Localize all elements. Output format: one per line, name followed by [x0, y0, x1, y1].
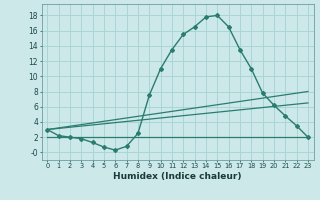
X-axis label: Humidex (Indice chaleur): Humidex (Indice chaleur)	[113, 172, 242, 181]
